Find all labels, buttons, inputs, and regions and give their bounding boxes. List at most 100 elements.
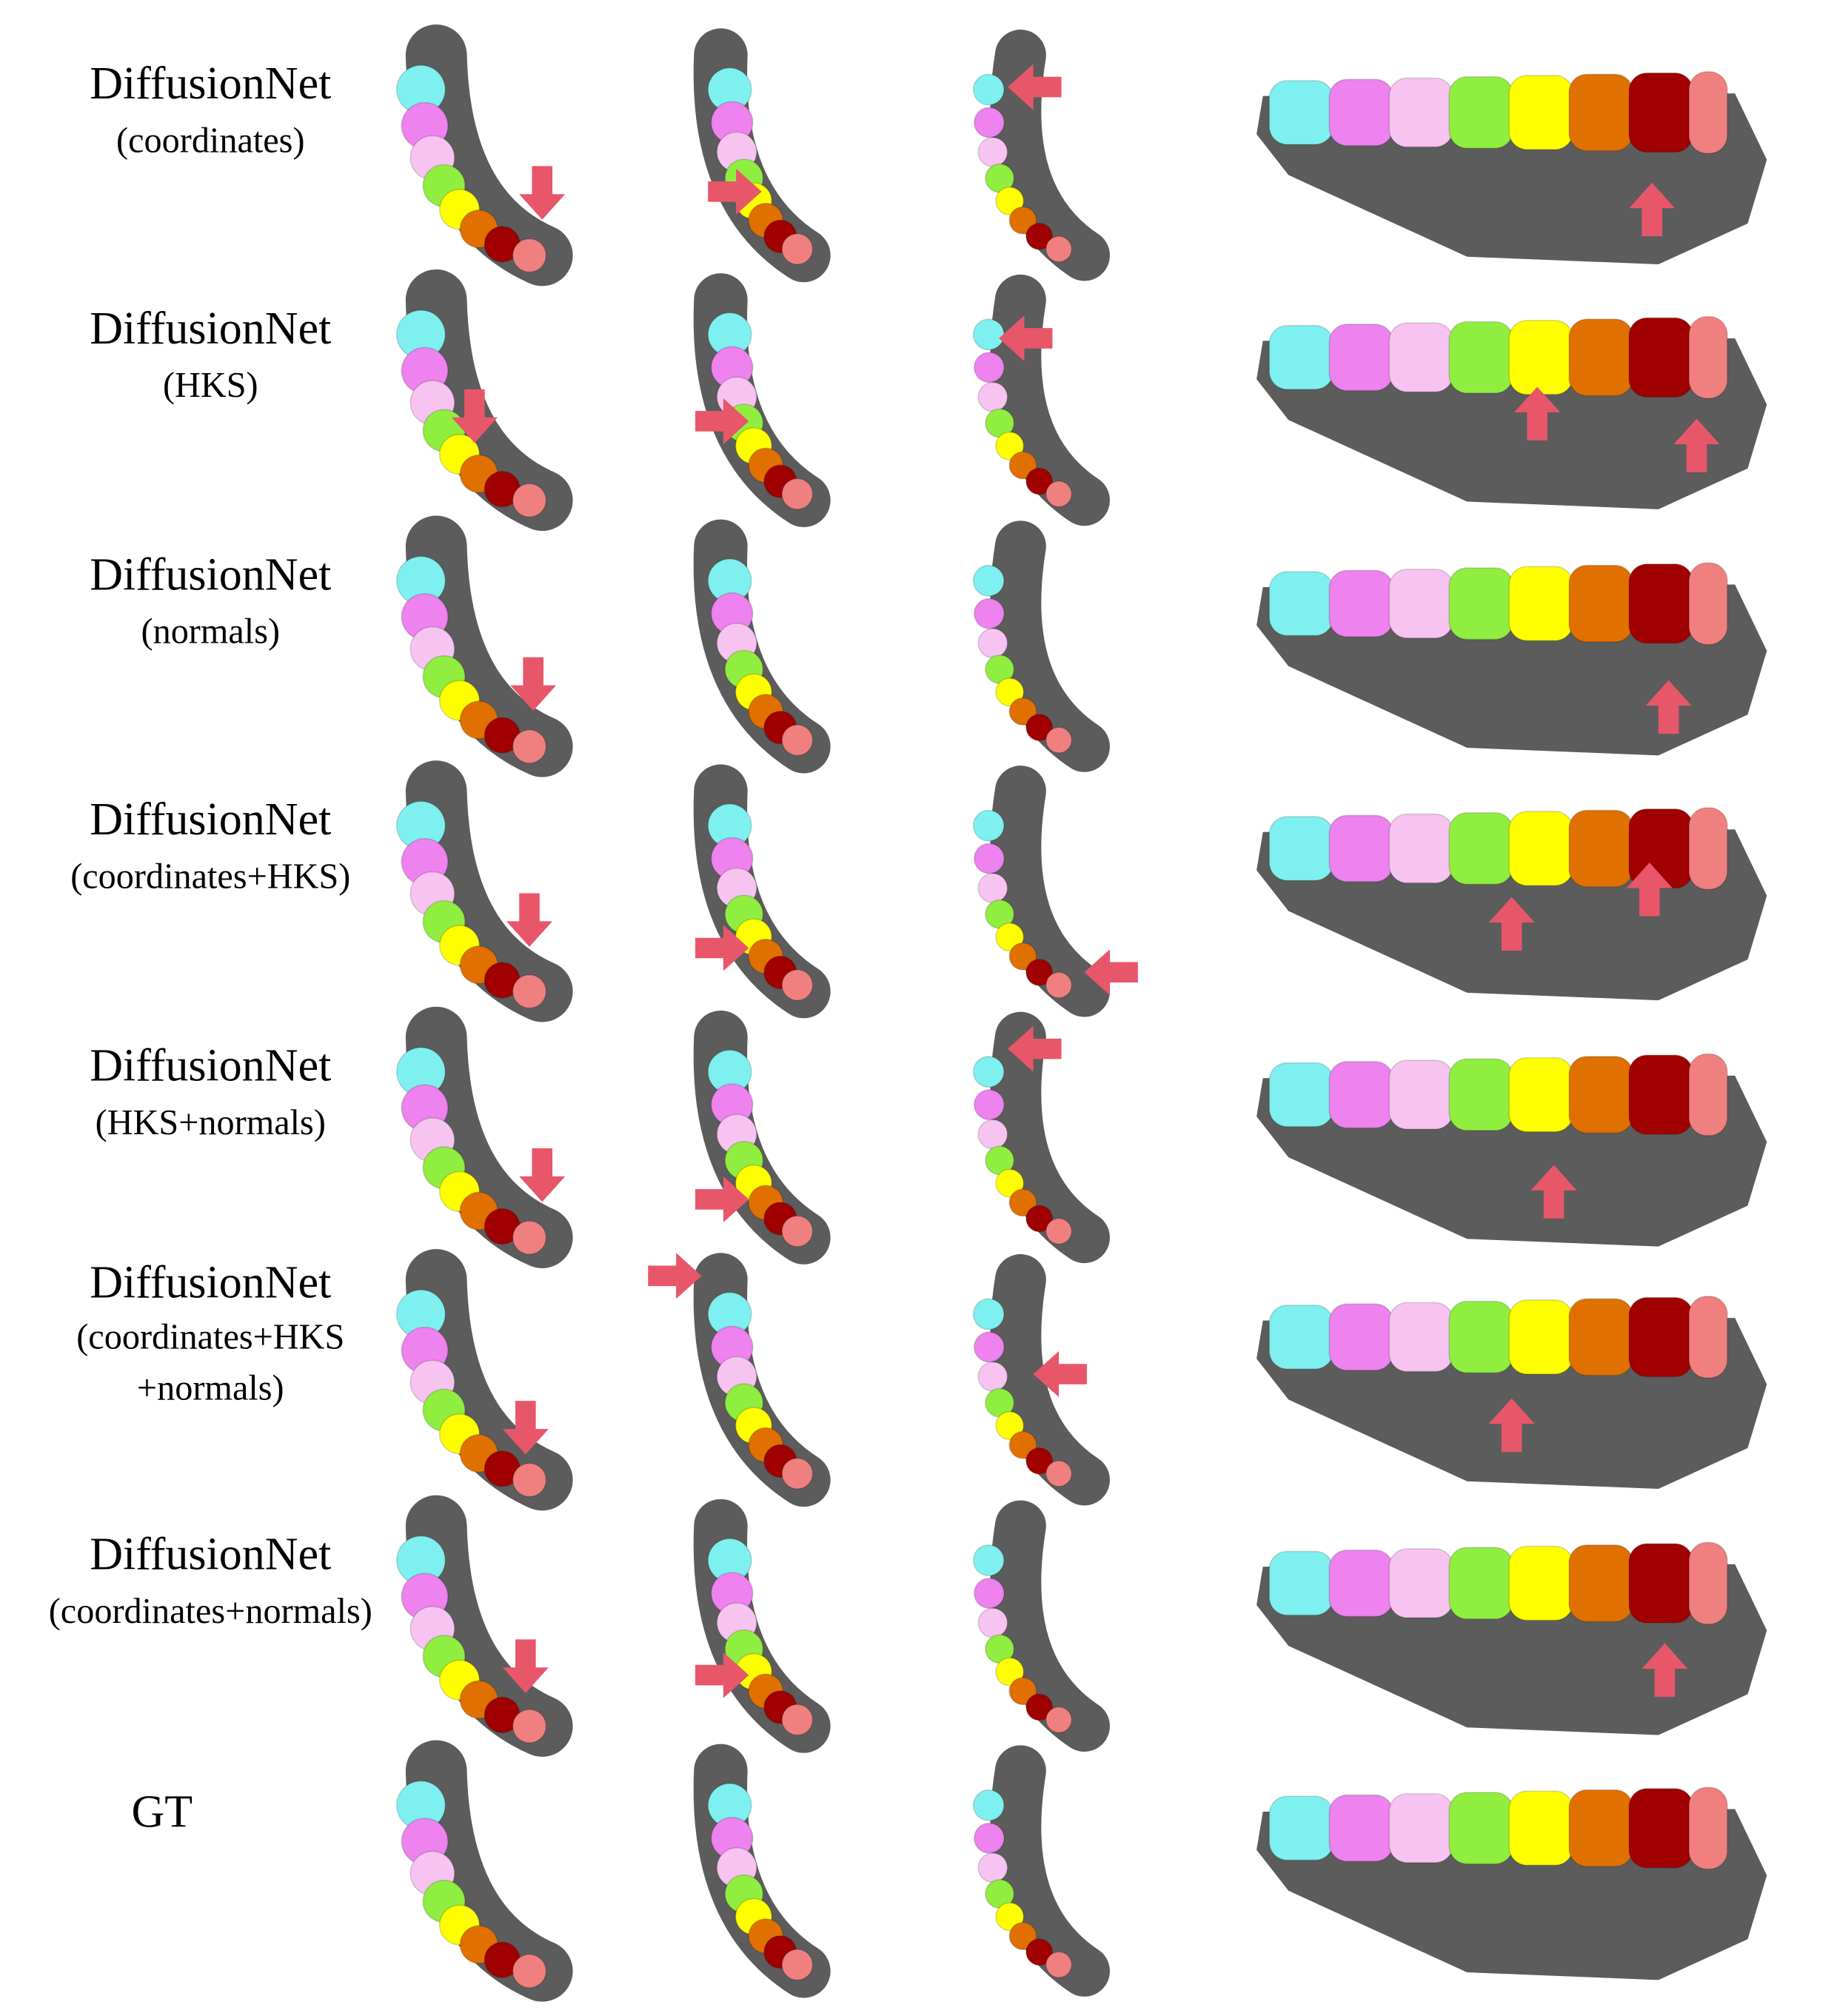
error-arrow	[502, 1639, 549, 1693]
tooth	[977, 136, 1008, 167]
tooth	[1508, 1545, 1574, 1621]
tooth	[1568, 809, 1634, 888]
tooth	[1448, 1547, 1514, 1620]
error-arrow	[1008, 1025, 1062, 1072]
tooth	[973, 1822, 1005, 1854]
tooth	[1448, 321, 1514, 394]
tooth	[973, 352, 1005, 384]
tooth	[1045, 1706, 1073, 1733]
tooth	[1628, 1296, 1694, 1378]
error-arrow	[695, 398, 749, 444]
method-label: DiffusionNet	[90, 58, 331, 109]
tooth	[1268, 571, 1334, 637]
tooth	[1328, 814, 1394, 883]
tooth	[1388, 1302, 1454, 1373]
error-arrow	[1008, 64, 1062, 110]
error-arrow	[695, 925, 749, 971]
error-arrow	[695, 1176, 749, 1222]
tooth	[1508, 566, 1574, 642]
tooth	[995, 922, 1025, 952]
tooth	[972, 809, 1005, 842]
method-label: GT	[131, 1787, 193, 1838]
tooth	[512, 1954, 547, 1989]
method-variant: (coordinates+HKS	[76, 1318, 344, 1357]
error-arrow	[1626, 863, 1673, 917]
tooth	[973, 107, 1005, 138]
tooth	[977, 1607, 1008, 1638]
tooth	[973, 1089, 1005, 1121]
tooth	[1008, 942, 1037, 971]
method-variant: (coordinates+normals)	[49, 1592, 372, 1631]
tooth	[1388, 1792, 1454, 1863]
error-arrow	[1530, 1165, 1577, 1219]
tooth	[972, 1298, 1005, 1330]
method-label: DiffusionNet	[90, 794, 331, 845]
tooth	[1045, 480, 1073, 508]
tooth	[977, 1361, 1008, 1392]
tooth	[972, 1789, 1005, 1821]
method-label: DiffusionNet	[90, 304, 331, 354]
tooth	[512, 1709, 547, 1744]
error-arrow	[1514, 386, 1561, 441]
tooth	[1268, 80, 1334, 145]
tooth	[781, 1704, 814, 1736]
tooth	[995, 1168, 1025, 1198]
tooth	[995, 431, 1025, 461]
tooth	[781, 968, 814, 1002]
tooth	[973, 843, 1005, 874]
tooth	[977, 1852, 1008, 1883]
tooth	[1508, 1299, 1574, 1375]
tooth	[512, 483, 547, 518]
tooth	[973, 1577, 1005, 1610]
tooth	[1388, 322, 1454, 393]
error-arrow	[451, 389, 498, 443]
tooth	[781, 232, 814, 265]
tooth	[1688, 315, 1728, 399]
tooth	[995, 1902, 1025, 1932]
error-arrow	[1033, 1350, 1087, 1397]
tooth	[1045, 1460, 1073, 1487]
tooth	[1688, 71, 1728, 155]
tooth	[1688, 1786, 1728, 1870]
tooth	[1628, 1543, 1694, 1624]
tooth	[972, 564, 1005, 597]
tooth	[781, 724, 814, 757]
tooth	[1508, 75, 1574, 150]
tooth	[1568, 1298, 1634, 1376]
result-row: DiffusionNet (coordinates+HKS)	[70, 760, 1767, 1022]
tooth	[1628, 1054, 1694, 1135]
tooth	[1025, 1693, 1054, 1721]
error-arrow	[1488, 897, 1535, 951]
tooth	[1268, 1305, 1334, 1370]
error-arrow	[999, 315, 1053, 361]
tooth	[972, 1544, 1005, 1577]
tooth	[1508, 1056, 1574, 1133]
error-arrow	[695, 1652, 749, 1698]
method-variant: (coordinates+HKS)	[70, 857, 350, 897]
tooth	[1328, 1549, 1394, 1618]
error-arrow	[1629, 182, 1676, 237]
tooth	[1008, 1921, 1037, 1951]
tooth	[1448, 567, 1514, 640]
method-variant: (coordinates)	[116, 121, 304, 160]
tooth	[1628, 1788, 1694, 1869]
tooth	[1045, 235, 1073, 263]
tooth	[1268, 324, 1334, 390]
tooth	[1328, 324, 1394, 392]
tooth	[1025, 1447, 1054, 1475]
method-label: DiffusionNet	[90, 1258, 331, 1308]
error-arrow	[708, 168, 762, 215]
result-row: DiffusionNet (coordinates)	[90, 24, 1767, 287]
tooth	[1008, 451, 1037, 480]
tooth	[1388, 1548, 1454, 1618]
tooth	[1388, 568, 1454, 639]
error-arrow	[1645, 680, 1692, 734]
tooth	[995, 677, 1025, 707]
tooth	[977, 872, 1008, 904]
tooth	[1628, 317, 1694, 398]
tooth	[977, 381, 1008, 412]
error-arrow	[506, 893, 553, 947]
tooth	[1688, 1296, 1728, 1379]
tooth	[1388, 813, 1454, 884]
